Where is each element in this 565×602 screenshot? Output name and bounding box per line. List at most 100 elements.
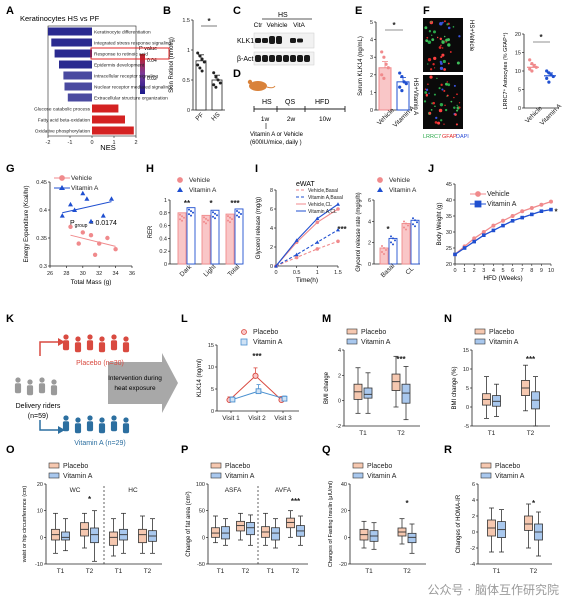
panel-q-axes: -20 0 20 40 Changes of Fasting Insulin (μIU/…	[328, 481, 426, 568]
stain-speck	[453, 96, 455, 99]
scatter-point-vehicle	[105, 235, 110, 241]
bar-vehicle	[177, 212, 187, 265]
stain-speck	[426, 36, 429, 39]
group-label: AVFA	[275, 487, 292, 494]
x-tick-label: 0	[274, 270, 277, 276]
series-point	[315, 247, 320, 251]
x-tick-label: T2	[397, 430, 405, 437]
significance-mark: *	[207, 17, 211, 26]
series-point	[336, 202, 340, 206]
series-line	[275, 203, 339, 267]
pathway-label: Extracellular structure organization	[94, 96, 168, 102]
y-tick-label: 4	[368, 219, 371, 225]
legend-marker	[474, 338, 486, 345]
y-tick-label: 6	[368, 198, 371, 204]
phase-hs: HS	[262, 99, 272, 106]
y-tick-label: 0.35	[36, 236, 47, 242]
panel-l-axes: 0 5 10 15 KLK14 (ng/ml)	[197, 343, 299, 415]
legend-marker	[480, 462, 492, 469]
panel-q-ylabel: Changes of Fasting Insulin (μIU/ml)	[328, 481, 334, 567]
significance-mark: ***	[291, 497, 301, 506]
data-point	[214, 85, 218, 89]
stain-speck	[440, 62, 443, 65]
bar-vitamin-a	[234, 208, 244, 265]
stain-speck	[456, 104, 458, 107]
stain-speck	[453, 84, 456, 87]
riders-count: (n=59)	[28, 413, 48, 420]
series-point	[229, 396, 236, 403]
stain-speck	[447, 62, 450, 65]
data-point	[196, 63, 200, 67]
person-icon	[98, 342, 106, 353]
data-point	[240, 212, 242, 215]
data-point	[218, 81, 222, 85]
regression-line	[62, 201, 112, 214]
y-tick-label: 20	[341, 509, 347, 515]
person-icon	[15, 377, 21, 383]
legend-marker	[48, 462, 60, 469]
significance-mark: *	[554, 207, 558, 216]
series-line	[275, 240, 339, 267]
data-point	[212, 211, 214, 214]
data-point	[207, 219, 209, 222]
y-tick-label: 6	[472, 482, 475, 488]
x-tick-label: 1	[463, 268, 466, 274]
y-tick-label: 5	[518, 88, 521, 94]
x-tick-label: PF	[195, 112, 206, 123]
stain-speck	[447, 43, 451, 47]
significance-mark: ***	[526, 355, 536, 364]
data-point	[205, 222, 207, 225]
panel-letter-b: B	[163, 5, 171, 17]
stain-speck	[424, 88, 427, 91]
data-point	[416, 221, 418, 224]
stain-speck	[450, 100, 453, 103]
stain-speck	[443, 35, 446, 38]
y-tick-label: 0	[164, 262, 167, 268]
stain-speck	[425, 93, 428, 96]
stain-speck	[452, 26, 455, 28]
panel-letter-q: Q	[322, 444, 331, 456]
scatter-point-vitamin-a	[68, 201, 73, 207]
y-tick-label: -2	[470, 546, 475, 552]
enrichment-bar	[48, 27, 92, 36]
y-tick-label: 0.2	[159, 249, 167, 255]
x-tick-label: T1	[217, 568, 225, 575]
data-point	[212, 71, 216, 75]
protocol-note-2: (600IU/mice, daily )	[250, 140, 302, 146]
panel-letter-e: E	[355, 5, 362, 17]
data-point	[394, 239, 396, 242]
panel-a-xlabel: NES	[100, 143, 115, 152]
legend-label: Vitamin A	[71, 185, 99, 192]
legend-marker	[352, 472, 364, 479]
person-icon	[86, 340, 94, 351]
stain-speck	[428, 30, 432, 33]
x-tick-label: -2	[46, 140, 51, 146]
y-tick-label: 20	[37, 482, 43, 488]
x-tick-label: Basal	[380, 262, 397, 279]
x-tick-label: Light	[202, 263, 217, 278]
stain-speck	[444, 104, 446, 107]
series-point	[539, 202, 544, 207]
panel-letter-d: D	[233, 68, 241, 80]
x-tick-label: 4	[492, 268, 495, 274]
y-tick-label: -20	[339, 562, 347, 568]
panel-letter-g: G	[6, 163, 15, 175]
stain-speck	[439, 22, 443, 26]
duration-10w: 10w	[319, 116, 331, 123]
significance-mark: ***	[337, 225, 347, 234]
data-point	[382, 55, 386, 59]
pathway-label: Epidermis development	[94, 63, 145, 69]
scatter-point-vitamin-a	[80, 190, 86, 196]
bar-vitamin-a	[186, 207, 196, 265]
data-point	[381, 245, 383, 247]
x-tick-label: T2	[403, 568, 411, 575]
enrichment-bar	[59, 60, 92, 69]
stain-speck	[433, 93, 436, 96]
series-point	[274, 264, 278, 268]
series-point	[472, 236, 477, 241]
x-tick-label: T1	[267, 568, 275, 575]
enrichment-bar	[51, 38, 92, 47]
stain-speck	[429, 68, 433, 71]
data-point	[386, 66, 390, 70]
x-tick-label: 2	[473, 268, 476, 274]
